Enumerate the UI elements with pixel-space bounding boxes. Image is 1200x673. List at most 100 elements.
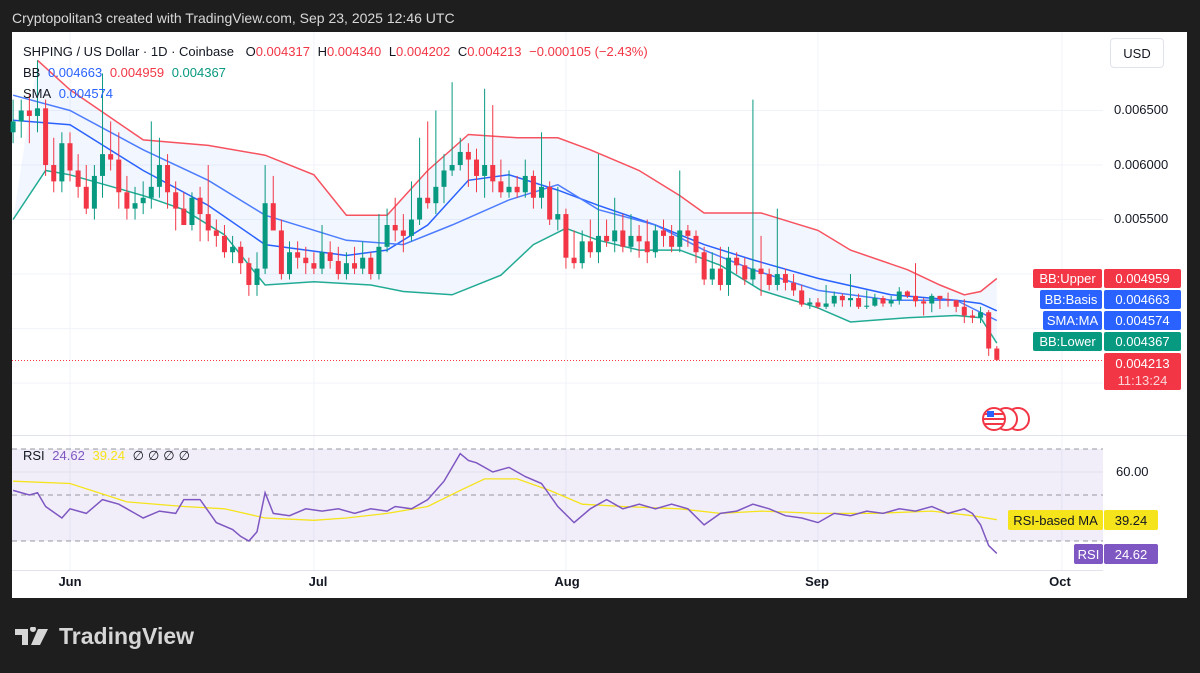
candle-body <box>571 257 577 264</box>
candle <box>311 252 317 275</box>
candle <box>888 295 894 307</box>
candle-body <box>335 260 341 275</box>
candle-body <box>969 315 975 318</box>
candle-body <box>612 230 618 242</box>
candle-body <box>913 295 919 302</box>
symbol-title[interactable]: SHPING / US Dollar · 1D · Coinbase <box>23 44 234 59</box>
candle-body <box>896 291 902 301</box>
candle <box>400 214 406 253</box>
candle-body <box>270 203 276 231</box>
candle-body <box>530 175 536 198</box>
candle-body <box>587 241 593 253</box>
candle-body <box>726 257 732 285</box>
candle <box>18 99 24 138</box>
candle <box>100 73 106 198</box>
candle-body <box>734 257 740 266</box>
candle <box>969 310 975 324</box>
ohlc-legend: SHPING / US Dollar · 1D · Coinbase O0.00… <box>23 44 648 59</box>
candle-body <box>10 121 16 133</box>
candle <box>75 154 81 198</box>
candle <box>774 208 780 291</box>
candle <box>782 268 788 291</box>
candle-body <box>644 241 650 253</box>
candle <box>742 257 748 285</box>
candle-body <box>815 302 821 307</box>
candle <box>799 284 805 307</box>
candle-body <box>108 154 114 160</box>
candle-body <box>295 252 301 258</box>
time-tick-aug: Aug <box>554 574 580 589</box>
candle-body <box>327 252 333 261</box>
candle-body <box>262 203 268 269</box>
candle <box>213 219 219 247</box>
bb-legend[interactable]: BB 0.004663 0.004959 0.004367 <box>23 65 226 80</box>
candle <box>295 241 301 269</box>
tradingview-logo-icon <box>15 626 48 645</box>
us-flag-icon[interactable] <box>982 407 1030 431</box>
candle-body <box>986 312 992 349</box>
candle-body <box>457 151 463 166</box>
tradingview-logo[interactable]: TradingView <box>15 623 194 650</box>
candle <box>59 132 65 193</box>
candle <box>343 252 349 280</box>
candle-body <box>343 263 349 275</box>
candle <box>612 197 618 253</box>
candle-body <box>433 186 439 204</box>
candle-body <box>400 230 406 236</box>
candle <box>539 132 545 209</box>
candle <box>620 214 626 253</box>
candle-body <box>888 300 894 304</box>
sma-badge-value: 0.004574 <box>1104 311 1181 330</box>
rsi-badge-value: 24.62 <box>1104 544 1158 564</box>
candle <box>449 82 455 176</box>
candle-body <box>384 224 390 247</box>
candle <box>579 230 585 269</box>
rsi-legend[interactable]: RSI 24.62 39.24 ∅ ∅ ∅ ∅ <box>23 448 190 463</box>
rsi-value: 24.62 <box>52 448 85 463</box>
candle <box>132 186 138 220</box>
candle-body <box>742 265 748 280</box>
candle <box>994 346 1000 362</box>
candle-body <box>100 154 106 176</box>
candle <box>766 268 772 291</box>
candle <box>441 154 447 204</box>
candle-body <box>750 268 756 280</box>
currency-button[interactable]: USD <box>1110 38 1164 68</box>
candle-body <box>856 298 862 307</box>
candle <box>669 224 675 253</box>
tradingview-logo-text: TradingView <box>59 623 195 649</box>
candle <box>726 246 732 296</box>
candle <box>571 230 577 269</box>
candle <box>945 292 951 307</box>
candle <box>978 306 984 324</box>
candle-body <box>18 110 24 122</box>
price-badge: 0.004213 11:13:24 <box>1104 353 1181 390</box>
candle <box>140 181 146 215</box>
low-value: 0.004202 <box>396 44 451 59</box>
candle <box>278 219 284 280</box>
candle <box>937 295 943 309</box>
candle <box>156 137 162 198</box>
candle-body <box>937 295 943 300</box>
candle-body <box>91 175 97 209</box>
price-tick: 0.005500 <box>1114 211 1169 226</box>
candle <box>457 137 463 171</box>
candle <box>352 246 358 275</box>
candle <box>189 192 195 231</box>
time-tick-jun: Jun <box>58 574 82 589</box>
sma-value: 0.004574 <box>58 86 114 101</box>
candle-body <box>595 235 601 253</box>
candle <box>181 192 187 225</box>
candle-body <box>303 257 309 264</box>
candle-body <box>408 219 414 236</box>
candle-body <box>953 300 959 307</box>
candle-body <box>392 224 398 231</box>
sma-legend[interactable]: SMA 0.004574 <box>23 86 114 101</box>
candle <box>51 137 57 193</box>
candle-body <box>701 252 707 280</box>
candle-body <box>766 274 772 285</box>
candle-body <box>945 299 951 301</box>
candle <box>108 121 114 171</box>
candle <box>91 165 97 220</box>
